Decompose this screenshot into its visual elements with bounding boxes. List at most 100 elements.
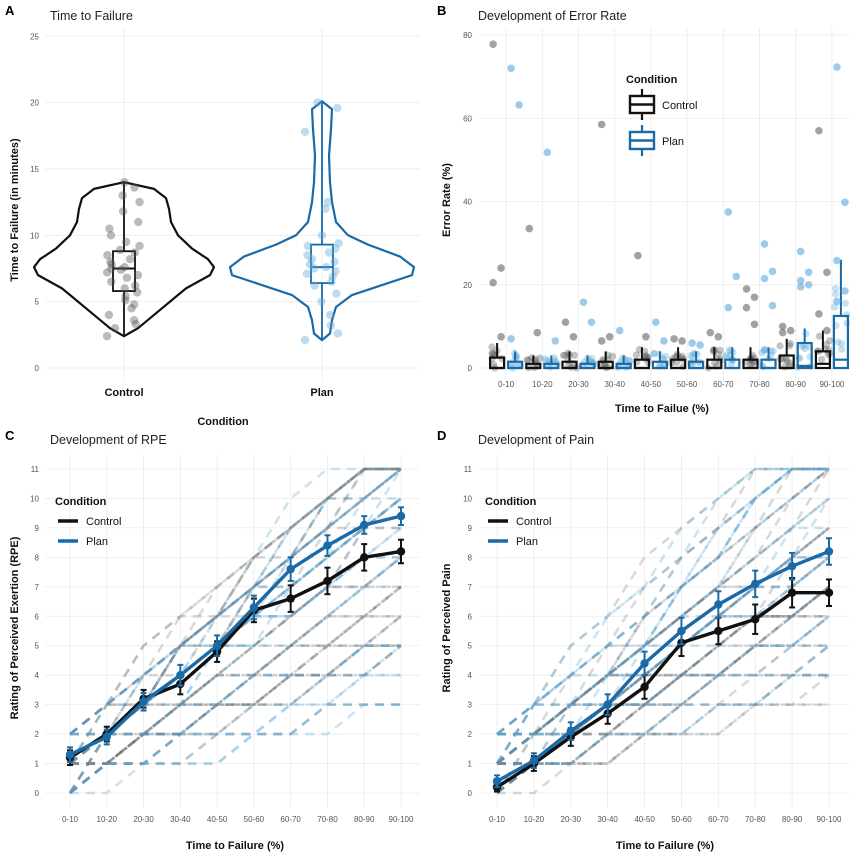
outlier-point-plan <box>724 303 733 312</box>
data-point-plan <box>249 603 259 612</box>
trajectory-line <box>496 526 829 765</box>
x-tick-label-c: 0-10 <box>62 815 79 824</box>
data-point-control <box>787 588 797 597</box>
trajectory-line <box>69 644 402 765</box>
panel-title-c: Development of RPE <box>50 433 167 447</box>
outlier-point-control <box>533 328 542 337</box>
data-point-plan <box>307 254 317 264</box>
x-tick-label-b: 10-20 <box>532 380 553 389</box>
y-tick-label-d: 6 <box>468 612 473 621</box>
outlier-point-plan <box>833 297 841 306</box>
outlier-point-plan <box>688 339 696 347</box>
trajectory-line <box>69 585 401 765</box>
jitter-point-control <box>714 350 723 358</box>
outlier-point-plan <box>760 274 769 283</box>
jitter-point-plan <box>760 346 768 354</box>
trajectory-line <box>70 644 402 765</box>
data-point-control <box>121 237 131 247</box>
data-point-control <box>103 251 112 260</box>
y-tick-label-d: 4 <box>468 671 473 680</box>
jitter-point-control <box>489 349 497 357</box>
y-tick-label-c: 3 <box>35 701 40 710</box>
data-point-plan <box>334 239 343 248</box>
y-tick-label-c: 11 <box>31 465 40 474</box>
trajectory-line <box>70 526 401 765</box>
y-tick-label-b: 0 <box>468 364 473 373</box>
y-tick-label-d: 9 <box>468 524 473 533</box>
data-point-plan <box>331 244 340 253</box>
data-point-plan <box>677 626 686 636</box>
outlier-point-plan <box>804 280 813 289</box>
jitter-point-plan <box>550 354 558 362</box>
y-tick-label-c: 1 <box>35 760 40 769</box>
trajectory-line <box>496 585 830 765</box>
trajectory-line <box>496 703 829 795</box>
outlier-point-control <box>497 264 505 272</box>
trajectory-line <box>496 585 830 765</box>
trajectory-line <box>496 526 830 765</box>
data-point-control <box>360 553 369 562</box>
trajectory-line <box>496 526 830 765</box>
legend-label-control-b: Control <box>662 100 697 112</box>
trajectory-line <box>496 467 830 765</box>
x-tick-label-b: 60-70 <box>713 380 734 389</box>
trajectory-line <box>69 644 401 765</box>
data-point-plan <box>360 520 369 530</box>
jitter-point-control <box>786 342 794 350</box>
x-tick-label-d: 50-60 <box>671 815 692 824</box>
data-point-plan <box>102 732 111 742</box>
outlier-point-control <box>815 126 823 135</box>
data-point-plan <box>309 264 319 273</box>
x-tick-label-c: 70-80 <box>317 815 338 824</box>
data-point-plan <box>323 541 332 550</box>
y-tick-label-d: 7 <box>468 583 473 592</box>
x-tick-label-b: 30-40 <box>604 380 625 389</box>
x-axis-title-b: Time to Failue (%) <box>615 403 709 415</box>
trajectory-line <box>70 703 401 795</box>
trajectory-line <box>497 615 830 736</box>
data-point-control <box>122 273 132 282</box>
trajectory-line <box>69 467 402 736</box>
jitter-point-plan <box>802 329 810 338</box>
trajectory-line <box>496 585 830 795</box>
trajectory-line <box>70 644 401 765</box>
marks-c <box>65 506 406 767</box>
outlier-point-control <box>823 268 831 277</box>
jitter-point-control <box>641 347 649 355</box>
outlier-point-control <box>634 251 642 260</box>
jitter-point-control <box>609 352 617 360</box>
data-point-control <box>751 615 760 624</box>
trajectory-line <box>70 585 402 765</box>
data-point-control <box>129 316 139 325</box>
panel-letter-c: C <box>5 428 15 443</box>
trajectory-line <box>69 615 402 765</box>
trajectory-line <box>496 467 829 736</box>
data-point-control <box>105 224 114 233</box>
trajectory-line <box>69 467 402 736</box>
outlier-point-control <box>714 332 723 341</box>
data-point-control <box>714 626 723 636</box>
data-point-plan <box>529 756 539 765</box>
data-point-plan <box>327 277 336 286</box>
data-point-plan <box>331 266 340 276</box>
jitter-point-plan <box>541 355 549 363</box>
data-point-control <box>127 304 136 313</box>
jitter-point-control <box>678 352 686 360</box>
jitter-point-control <box>748 361 756 369</box>
x-tick-label-b: 0-10 <box>498 380 515 389</box>
x-tick-label-c: 20-30 <box>133 815 154 824</box>
trajectory-line <box>70 673 401 765</box>
trajectory-line <box>69 467 401 736</box>
trajectory-line <box>496 556 829 736</box>
x-tick-plan: Plan <box>310 387 334 399</box>
data-point-plan <box>313 98 322 107</box>
y-tick-label-a: 10 <box>30 231 39 240</box>
data-point-plan <box>305 260 315 269</box>
x-tick-label-d: 10-20 <box>524 815 545 824</box>
trajectory-line <box>69 615 402 795</box>
data-point-plan <box>321 204 330 213</box>
trajectory-line <box>495 467 829 765</box>
data-point-control <box>110 323 120 333</box>
outlier-point-control <box>489 278 497 287</box>
trajectory-line <box>497 673 829 765</box>
